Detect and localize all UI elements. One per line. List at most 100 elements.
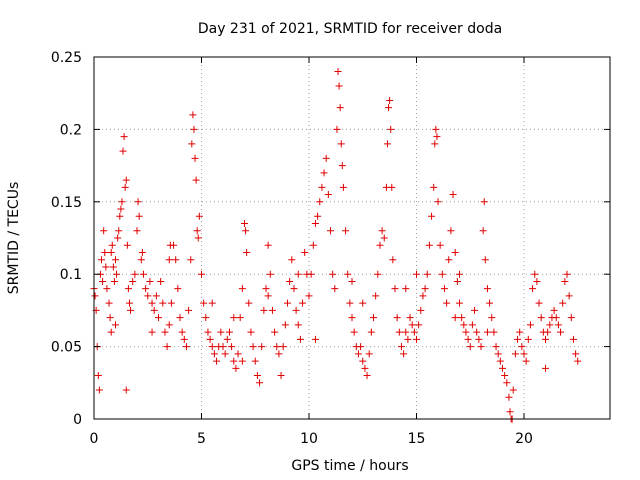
data-point [456, 299, 463, 307]
data-point [346, 299, 354, 307]
data-point [531, 270, 539, 278]
data-point [268, 306, 276, 314]
data-point [565, 292, 573, 300]
data-point [264, 292, 272, 300]
data-point [112, 321, 119, 329]
data-point [505, 393, 513, 401]
data-point [144, 292, 152, 300]
data-point [187, 256, 195, 264]
data-point [537, 314, 545, 322]
data-point [188, 140, 196, 148]
data-point [363, 372, 371, 380]
data-point [174, 285, 182, 293]
data-point [213, 357, 221, 365]
data-point [262, 285, 270, 293]
data-point [266, 270, 274, 278]
data-point [376, 241, 384, 249]
data-point [546, 321, 554, 329]
data-point [195, 212, 203, 220]
data-point [138, 248, 146, 256]
data-point [380, 234, 388, 242]
data-point [166, 241, 174, 249]
data-point [134, 198, 142, 206]
data-point [114, 234, 122, 242]
data-point [433, 133, 441, 141]
data-point [554, 321, 562, 329]
data-point [123, 241, 131, 249]
data-point [334, 67, 342, 75]
data-point [241, 220, 248, 228]
data-point [307, 270, 315, 278]
data-point [483, 285, 491, 293]
data-point [294, 270, 302, 278]
data-point [410, 328, 418, 336]
data-point [451, 314, 459, 322]
data-point [299, 299, 307, 307]
data-point [102, 263, 110, 271]
data-point [109, 263, 117, 271]
data-point [119, 147, 127, 155]
data-point [288, 256, 296, 264]
data-point [445, 256, 453, 264]
data-point [331, 285, 339, 293]
data-point [460, 321, 468, 329]
data-point [468, 321, 476, 329]
data-point [129, 277, 137, 285]
data-point [194, 234, 202, 242]
data-point [492, 343, 500, 351]
data-point [561, 277, 569, 285]
data-point [348, 277, 356, 285]
data-point [264, 241, 272, 249]
data-point [417, 306, 425, 314]
data-point [451, 248, 459, 256]
data-point [522, 357, 530, 365]
data-point [133, 227, 141, 235]
data-point [389, 256, 397, 264]
data-point [253, 372, 261, 380]
data-point [511, 350, 519, 358]
data-point [165, 321, 173, 329]
data-point [107, 328, 115, 336]
data-point [438, 270, 446, 278]
data-point [436, 241, 444, 249]
data-point [514, 335, 522, 343]
x-tick-label: 10 [300, 431, 318, 447]
data-point [146, 277, 154, 285]
data-point [94, 372, 102, 380]
data-point [210, 350, 218, 358]
x-tick-label: 5 [197, 431, 206, 447]
data-point [294, 321, 302, 329]
data-point [464, 335, 472, 343]
data-point [172, 256, 180, 264]
axis-ticks: 0 5 10 15 20 0 0.05 0.1 0.15 0.2 0.25 [51, 50, 610, 447]
data-point [350, 328, 358, 336]
data-point [318, 183, 326, 191]
data-point [245, 299, 253, 307]
data-point [434, 198, 442, 206]
y-tick-label: 0.15 [51, 195, 82, 211]
data-point [208, 343, 216, 351]
data-point [127, 306, 135, 314]
data-point [333, 125, 341, 133]
data-point [219, 343, 227, 351]
data-point [176, 314, 184, 322]
data-point [228, 343, 236, 351]
data-point [314, 212, 322, 220]
data-points [90, 67, 582, 423]
data-point [327, 227, 334, 235]
data-point [311, 220, 319, 228]
data-point [284, 299, 291, 307]
data-point [458, 314, 466, 322]
data-point [567, 314, 575, 322]
data-point [462, 328, 470, 336]
y-tick-label: 0.2 [60, 122, 82, 138]
x-tick-label: 20 [515, 431, 533, 447]
data-point [480, 198, 488, 206]
data-point [198, 270, 205, 278]
data-point [542, 364, 549, 372]
data-point [466, 343, 474, 351]
data-point [400, 350, 408, 358]
data-point [357, 343, 365, 351]
data-point [372, 292, 380, 300]
data-point [542, 335, 549, 343]
